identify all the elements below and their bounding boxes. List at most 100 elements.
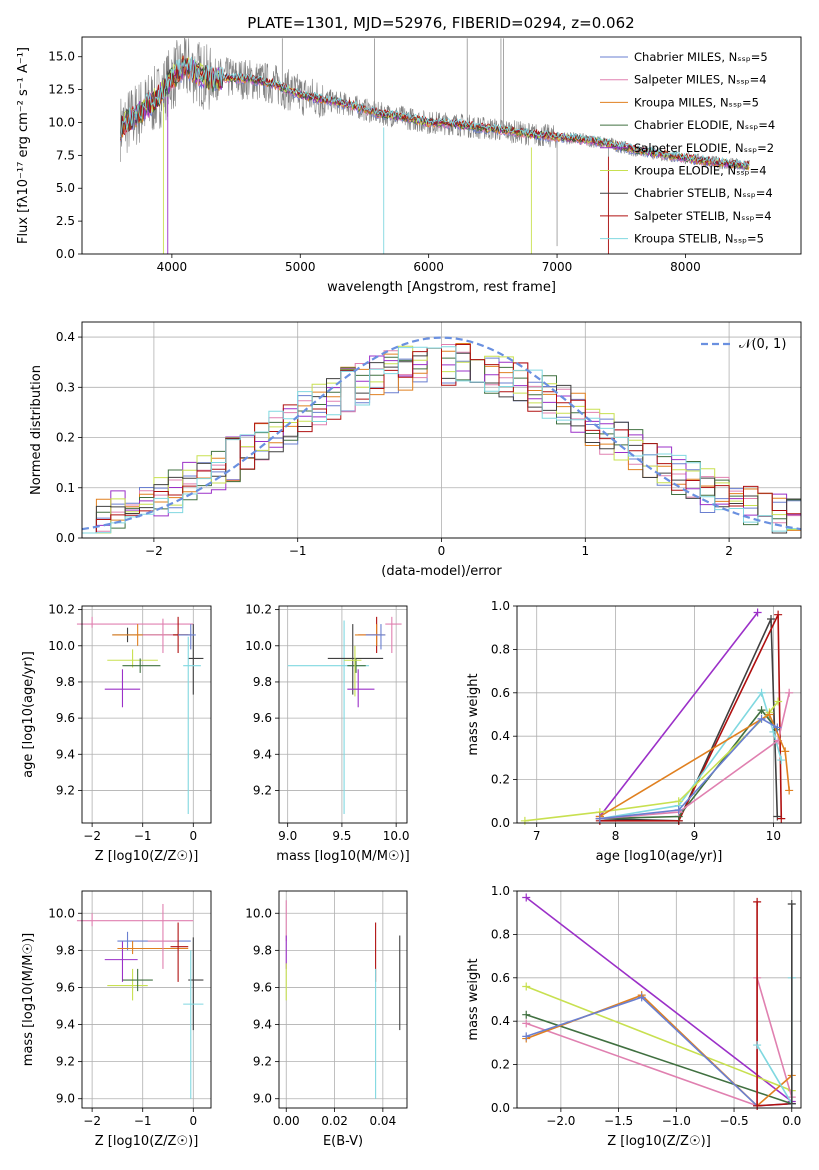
x-axis-label: (data-model)/error — [381, 564, 502, 579]
weight-marker — [674, 797, 683, 806]
y-tick-label: 0.2 — [56, 431, 75, 445]
weight-marker — [753, 608, 762, 617]
y-tick-label: 9.4 — [253, 747, 272, 761]
y-tick-label: 9.8 — [56, 943, 75, 957]
y-tick-label: 10.0 — [48, 906, 75, 920]
mass_vs_ebv-panel: 0.00 0.02 0.04 9.0 9.2 9.4 9.6 9.8 10.0 E(B-V) — [245, 890, 408, 1149]
y-tick-label: 9.6 — [253, 711, 272, 725]
weight_vs_Z-panel: −2.0 −1.5 −1.0 −0.5 0.0 0.0 0.2 0.4 0.6 0.8 1.0 Z [… — [466, 884, 802, 1149]
y-tick-label: 15.0 — [48, 50, 75, 64]
y-tick-label: 2.5 — [56, 214, 75, 228]
y-tick-label: 0.4 — [491, 1014, 510, 1028]
y-tick-label: 10.0 — [245, 639, 272, 653]
spectrum-model-line — [120, 57, 750, 169]
weight-series-line — [599, 612, 759, 817]
y-tick-label: 0.6 — [491, 971, 510, 985]
weight-marker — [522, 1019, 531, 1028]
weight-marker — [753, 897, 762, 906]
weight-marker — [774, 697, 783, 706]
x-tick-label: −2 — [83, 1114, 101, 1128]
y-tick-label: 9.4 — [253, 1018, 272, 1032]
x-tick-label: 5000 — [285, 260, 316, 274]
weight-marker — [753, 1101, 762, 1110]
x-axis-label: age [log10(age/yr)] — [596, 849, 723, 864]
y-axis-label: age [log10(age/yr)] — [21, 651, 36, 778]
x-tick-label: 0.00 — [273, 1114, 300, 1128]
age_vs_Z-plot — [76, 616, 204, 814]
x-tick-label: −2.0 — [546, 1114, 575, 1128]
weight-series-line — [525, 1013, 793, 1105]
y-tick-label: 0.6 — [491, 686, 510, 700]
y-tick-label: 0.0 — [56, 247, 75, 261]
y-tick-label: 9.2 — [56, 1055, 75, 1069]
spectrum-model-line — [120, 55, 750, 168]
legend-label: Chabrier MILES, Nₛₛₚ=5 — [634, 50, 768, 64]
x-tick-label: 4000 — [157, 260, 188, 274]
x-tick-label: 8000 — [670, 260, 701, 274]
y-tick-label: 0.0 — [491, 816, 510, 830]
x-tick-label: 7000 — [542, 260, 573, 274]
y-tick-label: 0.2 — [491, 773, 510, 787]
age_vs_Z-panel: −2 −1 0 9.2 9.4 9.6 9.8 10.0 10.2 Z [log10(Z/Z☉)]… — [21, 603, 212, 864]
legend-label: Chabrier STELIB, Nₛₛₚ=4 — [634, 186, 773, 200]
x-tick-label: −2 — [83, 829, 101, 843]
x-tick-label: 8 — [612, 829, 620, 843]
y-tick-label: 0.3 — [56, 380, 75, 394]
histogram-series — [82, 346, 801, 534]
weight-marker — [522, 893, 531, 902]
y-tick-label: 0.0 — [56, 531, 75, 545]
weight-marker — [773, 723, 782, 732]
weight-marker — [767, 615, 776, 624]
axes-frame — [516, 605, 802, 824]
normal-curve — [81, 336, 802, 531]
x-tick-label: 1 — [581, 544, 589, 558]
x-tick-label: 0 — [438, 544, 446, 558]
x-tick-label: 9 — [691, 829, 699, 843]
y-axis-label: mass [log10(M/M☉)] — [21, 933, 36, 1066]
x-tick-label: 0.0 — [782, 1114, 801, 1128]
y-tick-label: 5.0 — [56, 181, 75, 195]
x-axis-label: Z [log10(Z/Z☉)] — [95, 849, 199, 864]
weight-marker — [757, 706, 766, 715]
axes-frame — [278, 890, 408, 1109]
x-tick-label: 0.02 — [321, 1114, 348, 1128]
x-tick-label: 9.0 — [278, 829, 297, 843]
weight-marker — [522, 982, 531, 991]
y-axis-label: Normed distribution — [29, 365, 44, 495]
axes-frame — [81, 890, 212, 1109]
legend-label: Salpeter ELODIE, Nₛₛₚ=2 — [634, 141, 774, 155]
x-tick-label: 2 — [725, 544, 733, 558]
weight-marker — [674, 805, 683, 814]
legend-label: Salpeter STELIB, Nₛₛₚ=4 — [634, 209, 772, 223]
y-tick-label: 0.4 — [56, 330, 75, 344]
weight_vs_age-plot — [520, 608, 794, 825]
figure-title: PLATE=1301, MJD=52976, FIBERID=0294, z=0… — [247, 14, 634, 32]
axes-frame — [81, 321, 802, 539]
weight-marker — [757, 714, 766, 723]
mass_vs_Z-panel: −2 −1 0 9.0 9.2 9.4 9.6 9.8 10.0 Z [log10(Z/Z☉)] m… — [21, 890, 212, 1149]
weight-series-line — [525, 994, 793, 1107]
legend-label: 𝒩(0, 1) — [739, 337, 786, 352]
y-tick-label: 9.6 — [253, 980, 272, 994]
legend-label: Kroupa STELIB, Nₛₛₚ=5 — [634, 232, 764, 246]
y-tick-label: 0.8 — [491, 927, 510, 941]
axes-frame — [81, 605, 212, 824]
weight-marker — [787, 900, 796, 909]
x-tick-label: −1 — [289, 544, 307, 558]
weight-series-line — [599, 692, 790, 820]
y-tick-label: 10.2 — [48, 603, 75, 617]
x-tick-label: 0 — [189, 1114, 197, 1128]
y-tick-label: 9.2 — [56, 783, 75, 797]
weight-marker — [787, 1099, 796, 1108]
weight-marker — [781, 747, 790, 756]
residuals-plot — [81, 336, 802, 534]
weight_vs_age-panel: 7 8 9 10 0.0 0.2 0.4 0.6 0.8 1.0 age [log10(age/yr… — [466, 599, 802, 864]
weight-series-line — [525, 977, 793, 1107]
y-tick-label: 7.5 — [56, 148, 75, 162]
weight-series-line — [599, 614, 783, 822]
weight-marker — [774, 610, 783, 619]
y-axis-label: Flux [fλ10⁻¹⁷ erg cm⁻² s⁻¹ A⁻¹] — [16, 47, 31, 244]
y-tick-label: 0.2 — [491, 1058, 510, 1072]
weight-series-line — [599, 713, 790, 818]
spectrum-legend: Chabrier MILES, Nₛₛₚ=5 Salpeter MILES, Nₛ… — [600, 50, 775, 246]
